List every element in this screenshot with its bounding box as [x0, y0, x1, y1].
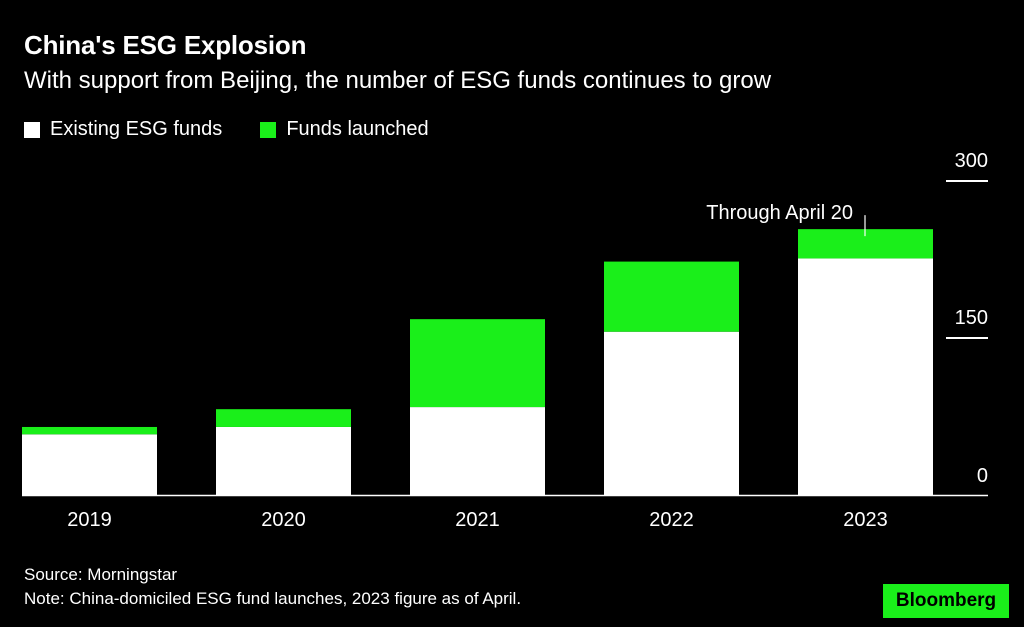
bar-chart: 2019 2020 2021 2022 2023 0 150 300 Through April… — [22, 150, 988, 531]
x-tick-label: 2019 — [67, 509, 112, 531]
y-tick-label: 150 — [955, 307, 988, 329]
legend: Existing ESG funds Funds launched — [24, 118, 467, 141]
x-tick-label: 2022 — [649, 509, 694, 531]
legend-swatch-existing — [24, 121, 40, 138]
bar-launched-2022 — [604, 261, 739, 332]
footnote: Note: China-domiciled ESG fund launches,… — [24, 589, 522, 608]
legend-label-existing: Existing ESG funds — [50, 118, 223, 140]
bar-existing-2022 — [604, 331, 739, 495]
bar-existing-2020 — [216, 426, 351, 495]
legend-item-existing: Existing ESG funds — [24, 118, 222, 141]
x-tick-label: 2020 — [261, 509, 306, 531]
x-tick-label: 2023 — [843, 509, 888, 531]
bar-existing-2019 — [22, 434, 157, 495]
bar-launched-2019 — [22, 426, 157, 435]
bloomberg-logo: Bloomberg — [883, 584, 1009, 618]
source-note: Source: Morningstar — [24, 565, 178, 584]
bar-existing-2021 — [410, 407, 545, 495]
bar-launched-2020 — [216, 409, 351, 427]
legend-swatch-launched — [260, 121, 277, 138]
annotation-label: Through April 20 — [706, 202, 853, 224]
bar-existing-2023 — [798, 258, 933, 495]
bar-launched-2021 — [410, 319, 545, 408]
y-tick-label: 300 — [955, 150, 988, 172]
chart-title: China's ESG Explosion — [24, 30, 307, 60]
chart-subtitle: With support from Beijing, the number of… — [24, 67, 772, 94]
x-tick-label: 2021 — [455, 509, 500, 531]
legend-label-launched: Funds launched — [286, 118, 429, 140]
legend-item-launched: Funds launched — [260, 118, 429, 141]
y-tick-label: 0 — [977, 465, 988, 487]
